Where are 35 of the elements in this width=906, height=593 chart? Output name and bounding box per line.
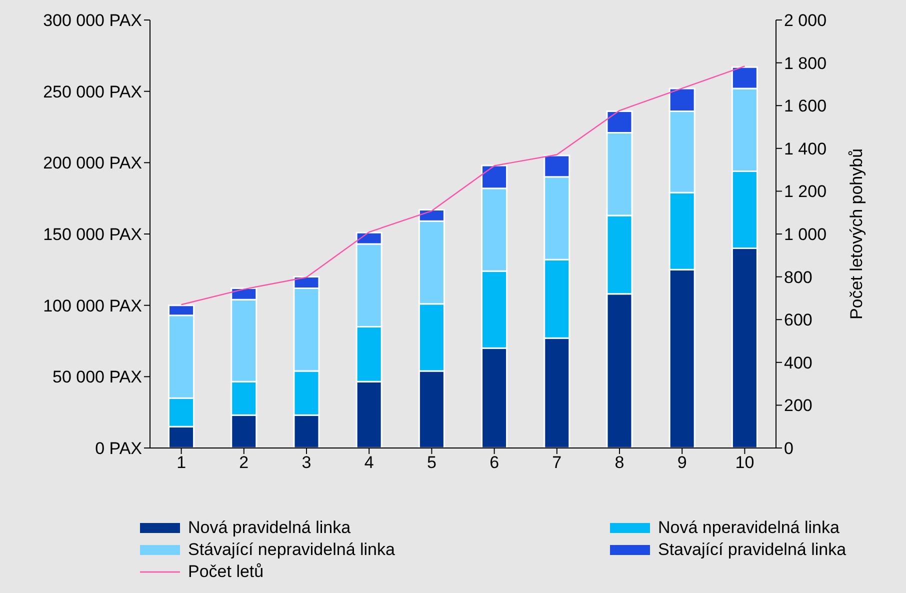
y-tick-label: 100 000 PAX xyxy=(43,296,142,316)
y2-tick-label: 0 xyxy=(784,439,794,458)
y-tick-label: 0 PAX xyxy=(95,439,142,458)
x-tick-label: 10 xyxy=(735,453,754,472)
y2-tick-label: 1 200 xyxy=(784,182,827,202)
y2-tick-label: 800 xyxy=(784,268,812,287)
legend-label: Stavající pravidelná linka xyxy=(658,540,846,560)
y-tick-label: 250 000 PAX xyxy=(43,82,142,102)
y-tick-label: 200 000 PAX xyxy=(43,154,142,173)
x-tick-label: 4 xyxy=(364,453,374,472)
y2-tick-label: 600 xyxy=(784,310,812,330)
y2-tick-label: 400 xyxy=(784,353,812,372)
x-tick-label: 6 xyxy=(490,453,500,472)
y-tick-label: 50 000 PAX xyxy=(52,368,142,387)
x-tick-label: 2 xyxy=(239,453,249,472)
line-series xyxy=(180,66,746,306)
legend-label: Nová pravidelná linka xyxy=(188,518,351,538)
y2-tick-label: 1 400 xyxy=(784,139,827,158)
legend-label: Počet letů xyxy=(188,562,264,582)
y2-tick-label: 2 000 xyxy=(784,11,827,30)
y2-tick-label: 1 600 xyxy=(784,96,827,116)
legend-label: Stávající nepravidelná linka xyxy=(188,540,395,560)
y2-tick-label: 200 xyxy=(784,396,812,416)
x-tick-label: 8 xyxy=(614,453,624,472)
x-tick-label: 9 xyxy=(677,453,687,472)
y2-tick-label: 1 800 xyxy=(784,54,827,73)
y2-tick-label: 1 000 xyxy=(784,225,827,244)
x-tick-label: 7 xyxy=(552,453,562,472)
legend-label: Nová nperavidelná linka xyxy=(658,518,840,538)
y-tick-label: 150 000 PAX xyxy=(43,225,142,244)
x-tick-label: 5 xyxy=(426,453,436,472)
y-tick-label: 300 000 PAX xyxy=(43,11,142,30)
x-tick-label: 1 xyxy=(176,453,186,472)
x-tick-label: 3 xyxy=(302,453,312,472)
y2-axis-title: Počet letových pohybů xyxy=(847,148,866,320)
